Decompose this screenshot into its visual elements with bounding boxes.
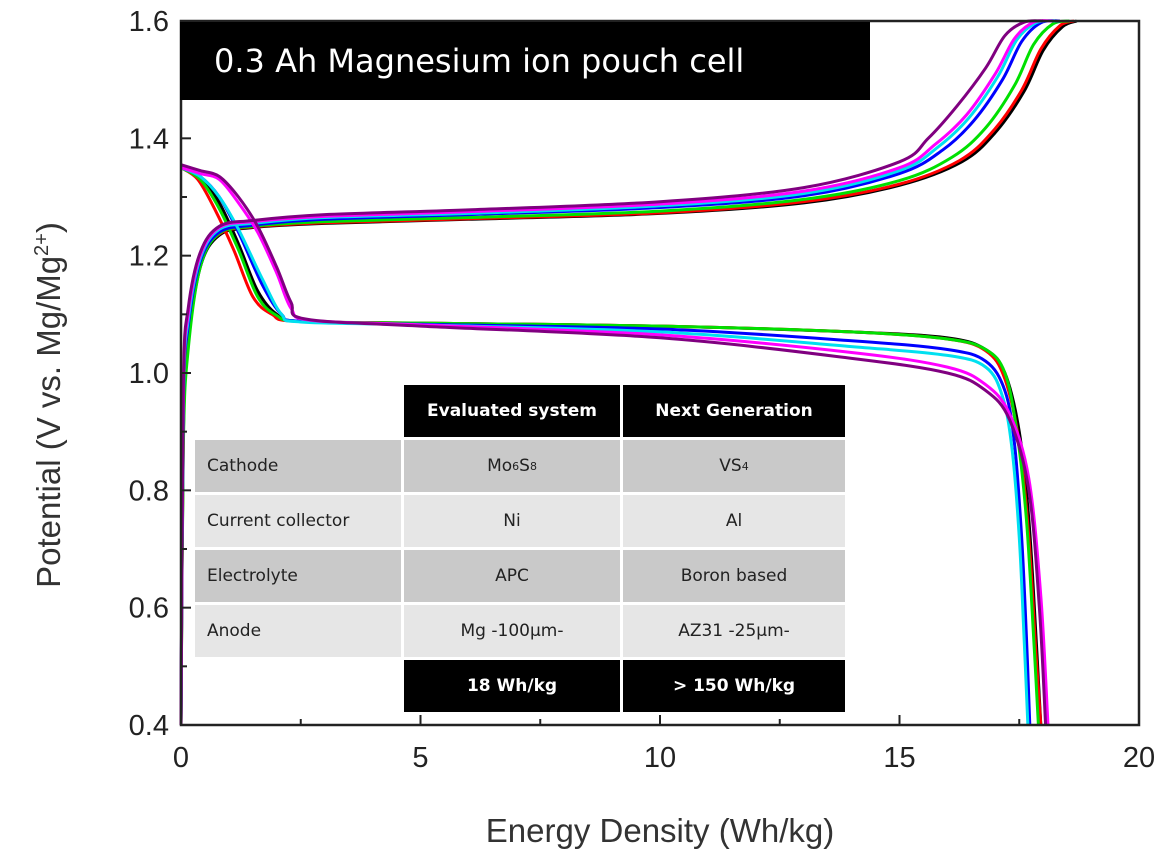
comparison-table: Evaluated system Next Generation Cathode… <box>195 385 848 715</box>
cell-evaluated: APC <box>404 550 620 602</box>
table-footer-row: 18 Wh/kg > 150 Wh/kg <box>195 660 848 712</box>
cell-evaluated: Ni <box>404 495 620 547</box>
table-row: Cathode Mo 6 S 8 VS 4 <box>195 440 848 492</box>
table-row: Current collector Ni Al <box>195 495 848 547</box>
row-label: Anode <box>195 605 401 657</box>
y-tick-label: 0.4 <box>129 710 169 742</box>
y-tick-label: 1.0 <box>129 358 169 390</box>
series-group <box>179 19 1078 726</box>
chart-title: 0.3 Ah Magnesium ion pouch cell <box>180 22 870 100</box>
y-axis-label: Potential (V vs. Mg/Mg2+) <box>30 222 67 588</box>
series-6-charge-line <box>179 19 1044 726</box>
cell-next: AZ31 -25µm- <box>623 605 845 657</box>
x-tick-label: 0 <box>173 742 189 774</box>
row-label: Electrolyte <box>195 550 401 602</box>
table-header-row: Evaluated system Next Generation <box>195 385 848 437</box>
x-tick-label: 10 <box>644 742 676 774</box>
footer-next: > 150 Wh/kg <box>623 660 845 712</box>
cell-evaluated: Mo 6 S 8 <box>404 440 620 492</box>
x-tick-label: 15 <box>883 742 915 774</box>
series-4-discharge-line <box>180 166 1030 726</box>
footer-blank <box>195 660 401 712</box>
series-2-charge-line <box>179 19 1070 726</box>
header-next: Next Generation <box>623 385 845 437</box>
y-tick-label: 0.8 <box>129 475 169 507</box>
axis-ticks: 0 5 10 15 20 0.4 0.6 0.8 1.0 1.2 1.4 1.6 <box>129 6 1155 774</box>
x-tick-label: 20 <box>1123 742 1155 774</box>
footer-evaluated: 18 Wh/kg <box>404 660 620 712</box>
series-5-discharge-line <box>180 166 1050 726</box>
table-row: Anode Mg -100µm- AZ31 -25µm- <box>195 605 848 657</box>
x-tick-label: 5 <box>412 742 428 774</box>
y-tick-label: 1.4 <box>129 123 169 155</box>
row-label: Cathode <box>195 440 401 492</box>
cell-next: VS 4 <box>623 440 845 492</box>
series-2-discharge-line <box>180 166 1040 726</box>
header-blank <box>195 385 401 437</box>
y-tick-label: 0.6 <box>129 593 169 625</box>
cell-next: Al <box>623 495 845 547</box>
table-row: Electrolyte APC Boron based <box>195 550 848 602</box>
x-axis-label: Energy Density (Wh/kg) <box>486 812 834 849</box>
y-tick-label: 1.6 <box>129 6 169 38</box>
cell-evaluated: Mg -100µm- <box>404 605 620 657</box>
series-6-discharge-line <box>180 163 1048 726</box>
cell-next: Boron based <box>623 550 845 602</box>
header-evaluated: Evaluated system <box>404 385 620 437</box>
y-tick-label: 1.2 <box>129 241 169 273</box>
row-label: Current collector <box>195 495 401 547</box>
